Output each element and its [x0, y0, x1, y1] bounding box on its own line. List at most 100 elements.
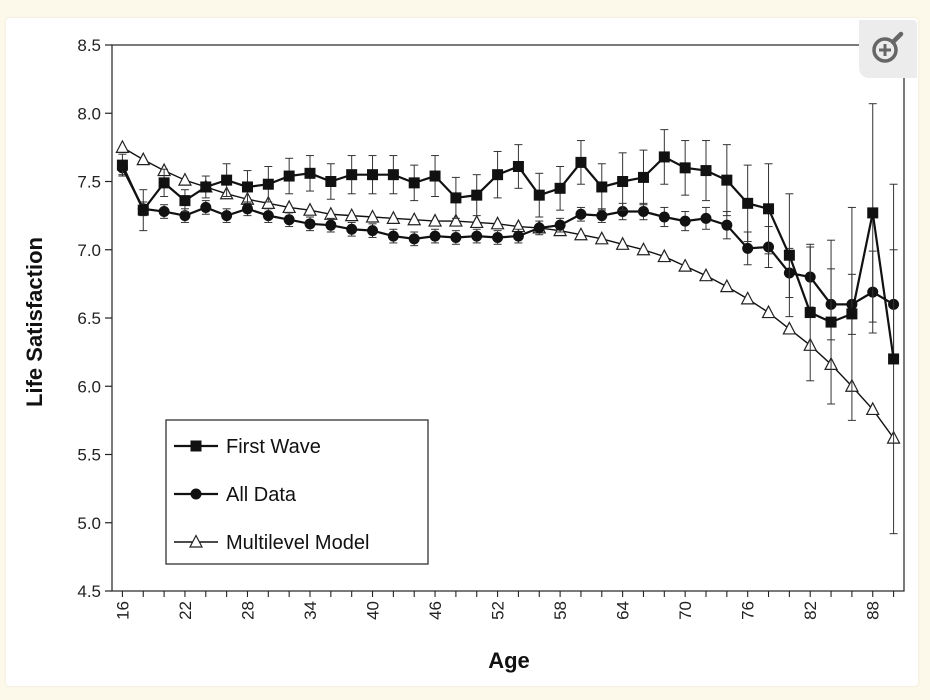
data-point [262, 178, 274, 190]
data-point [761, 304, 776, 319]
data-point [575, 208, 587, 220]
data-point [241, 181, 253, 193]
data-point [867, 207, 879, 219]
data-point [554, 219, 566, 231]
data-point [303, 202, 317, 216]
x-tick-label: 70 [676, 601, 695, 620]
x-tick-label: 40 [364, 601, 383, 620]
y-tick-label: 6.0 [77, 377, 101, 396]
data-point [471, 189, 483, 201]
data-point [615, 236, 630, 250]
x-tick-label: 88 [864, 601, 883, 620]
data-point [365, 209, 380, 223]
data-point [346, 169, 358, 181]
data-point [221, 210, 233, 222]
data-point [283, 214, 295, 226]
data-point [596, 181, 608, 193]
data-point [408, 177, 420, 189]
series-first-wave [116, 103, 900, 535]
legend-marker [189, 534, 203, 548]
data-point [158, 206, 170, 218]
zoom-in-button[interactable] [859, 20, 917, 78]
data-point [429, 230, 441, 242]
series-all-data [116, 160, 900, 360]
y-tick-label: 8.0 [77, 104, 101, 123]
data-point [325, 176, 337, 187]
data-point [554, 182, 566, 194]
y-tick-label: 7.5 [77, 173, 101, 192]
x-tick-label: 28 [238, 601, 257, 620]
legend-label: Multilevel Model [226, 532, 369, 554]
data-point [533, 189, 545, 201]
data-point [283, 170, 295, 182]
data-point [679, 162, 691, 174]
data-point [429, 170, 441, 182]
x-axis-label: Age [488, 648, 530, 673]
data-point [533, 222, 545, 234]
data-point [492, 231, 504, 243]
data-point [137, 204, 149, 216]
x-tick-label: 46 [426, 601, 445, 620]
data-point [200, 181, 212, 193]
data-point [783, 249, 795, 261]
data-point [407, 211, 422, 226]
data-point [636, 241, 651, 256]
y-tick-label: 6.5 [77, 309, 101, 328]
data-point [179, 195, 191, 207]
data-point [637, 171, 649, 183]
data-point [700, 212, 712, 224]
data-point [115, 139, 130, 153]
data-point [594, 231, 609, 245]
zoom-in-icon [872, 31, 904, 63]
data-point [304, 218, 316, 230]
y-tick-label: 7.0 [77, 241, 101, 260]
data-point [512, 230, 524, 242]
x-tick-label: 58 [551, 601, 570, 620]
data-point [617, 206, 629, 218]
legend-item-multilevel-model: Multilevel Model [174, 532, 369, 554]
x-tick-label: 82 [801, 601, 820, 620]
data-point [658, 211, 670, 223]
data-point [573, 226, 588, 241]
data-point [804, 307, 816, 319]
data-point [450, 231, 462, 243]
data-point [865, 401, 880, 416]
data-point [575, 156, 587, 168]
data-point [241, 203, 253, 215]
data-point [721, 174, 733, 186]
data-point [719, 278, 734, 293]
series-multilevel-model [115, 139, 901, 444]
data-point [428, 213, 443, 227]
series-line [121, 167, 895, 306]
data-point [304, 167, 316, 179]
data-point [325, 219, 337, 231]
data-point [846, 308, 858, 320]
data-point [699, 267, 713, 282]
data-point [721, 219, 733, 231]
data-point [408, 233, 420, 245]
series-line [122, 146, 895, 439]
y-axis-label: Life Satisfaction [22, 237, 47, 407]
y-tick-label: 5.0 [77, 514, 101, 533]
x-tick-label: 52 [489, 601, 508, 620]
legend-box [165, 419, 429, 565]
data-point [825, 316, 837, 328]
data-point [262, 210, 274, 222]
data-point [782, 321, 797, 335]
data-point [512, 160, 524, 172]
data-point [158, 177, 170, 189]
data-point [136, 151, 151, 166]
data-point [888, 353, 900, 365]
y-tick-label: 4.5 [77, 582, 101, 601]
data-point [367, 225, 379, 237]
data-point [200, 201, 212, 213]
data-point [492, 169, 504, 181]
data-point [742, 197, 754, 209]
data-point [344, 207, 359, 222]
data-point [596, 210, 608, 222]
x-tick-label: 34 [301, 601, 320, 620]
data-point [657, 248, 672, 263]
data-point [116, 159, 128, 171]
data-point [179, 210, 191, 222]
